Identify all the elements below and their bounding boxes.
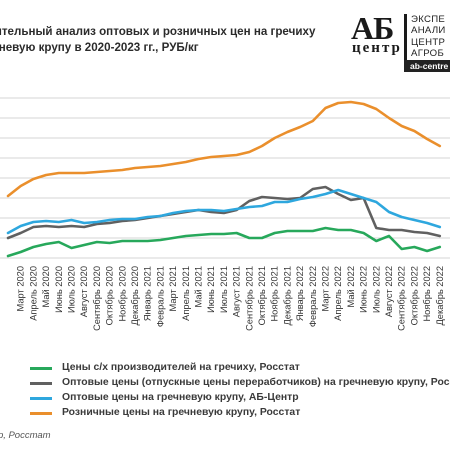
legend-label: Цены с/х производителей на гречиху, Росс…	[62, 362, 300, 373]
logo-subtitle: центр	[352, 40, 402, 56]
x-tick-label: Май 2020	[41, 266, 51, 307]
x-tick-label: Октябрь 2020	[105, 266, 115, 325]
logo-url: ab-centre	[404, 60, 450, 72]
x-tick-label: Октябрь 2022	[409, 266, 419, 325]
logo-mark: АБ	[351, 10, 394, 46]
x-tick-label: Август 2020	[79, 266, 89, 317]
source-note: р, Росстат	[0, 430, 51, 441]
legend-swatch	[30, 367, 52, 370]
x-tick-label: Ноябрь 2021	[270, 266, 280, 322]
legend-swatch	[30, 412, 52, 415]
legend-label: Розничные цены на гречневую крупу, Росст…	[62, 407, 301, 418]
x-tick-label: Июль 2021	[219, 266, 229, 313]
legend-swatch	[30, 382, 52, 385]
series-line	[6, 188, 442, 235]
series-line	[6, 185, 442, 240]
x-tick-label: Октябрь 2021	[257, 266, 267, 325]
logo-text-block: ЭКСПЕ АНАЛИ ЦЕНТР АГРОБ	[411, 14, 446, 59]
x-tick-label: Декабрь 2020	[130, 266, 140, 326]
logo-divider	[404, 14, 407, 60]
x-tick-label: Июль 2020	[67, 266, 77, 313]
x-tick-label: Август 2022	[384, 266, 394, 317]
title-line-1: чительный анализ оптовых и розничных цен…	[0, 25, 316, 38]
x-tick-label: Январь 2022	[295, 266, 305, 321]
x-tick-label: Сентябрь 2022	[397, 266, 407, 331]
x-tick-label: Май 2022	[346, 266, 356, 307]
x-tick-label: Сентябрь 2021	[244, 266, 254, 331]
x-tick-label: Апрель 2020	[28, 266, 38, 321]
x-tick-label: Сентябрь 2020	[92, 266, 102, 331]
x-tick-label: Февраль 2021	[155, 266, 165, 327]
x-tick-label: Ноябрь 2022	[422, 266, 432, 322]
x-tick-label: Март 2020	[16, 266, 26, 312]
x-tick-label: Апрель 2022	[333, 266, 343, 321]
title-line-2: чневую крупу в 2020-2023 гг., РУБ/кг	[0, 41, 199, 54]
x-tick-label: Январь 2021	[143, 266, 153, 321]
logo-text-line: ЭКСПЕ	[411, 14, 446, 25]
x-tick-label: Май 2021	[194, 266, 204, 307]
legend-label: Оптовые цены (отпускные цены переработчи…	[62, 377, 450, 388]
x-tick-label: Ноябрь 2020	[117, 266, 127, 322]
x-tick-label: Декабрь 2022	[435, 266, 445, 326]
x-tick-label: Апрель 2021	[181, 266, 191, 321]
logo-text-line: АГРОБ	[411, 47, 445, 59]
x-tick-label: Июнь 2021	[206, 266, 216, 313]
x-tick-label: Июнь 2022	[359, 266, 369, 313]
x-tick-label: Март 2022	[321, 266, 331, 312]
x-tick-label: Июль 2022	[371, 266, 381, 313]
legend-swatch	[30, 397, 52, 400]
x-tick-label: Февраль 2022	[308, 266, 318, 327]
x-tick-label: Июнь 2020	[54, 266, 64, 313]
x-tick-label: Август 2021	[232, 266, 242, 317]
x-tick-label: Декабрь 2021	[282, 266, 292, 326]
series-line	[6, 226, 442, 258]
logo-text-line: АНАЛИ	[411, 25, 446, 37]
x-tick-label: Март 2021	[168, 266, 178, 312]
series-line	[6, 100, 442, 198]
logo-text-line: ЦЕНТР	[411, 36, 446, 48]
legend-label: Оптовые цены на гречневую крупу, АБ-Цент…	[62, 392, 299, 403]
